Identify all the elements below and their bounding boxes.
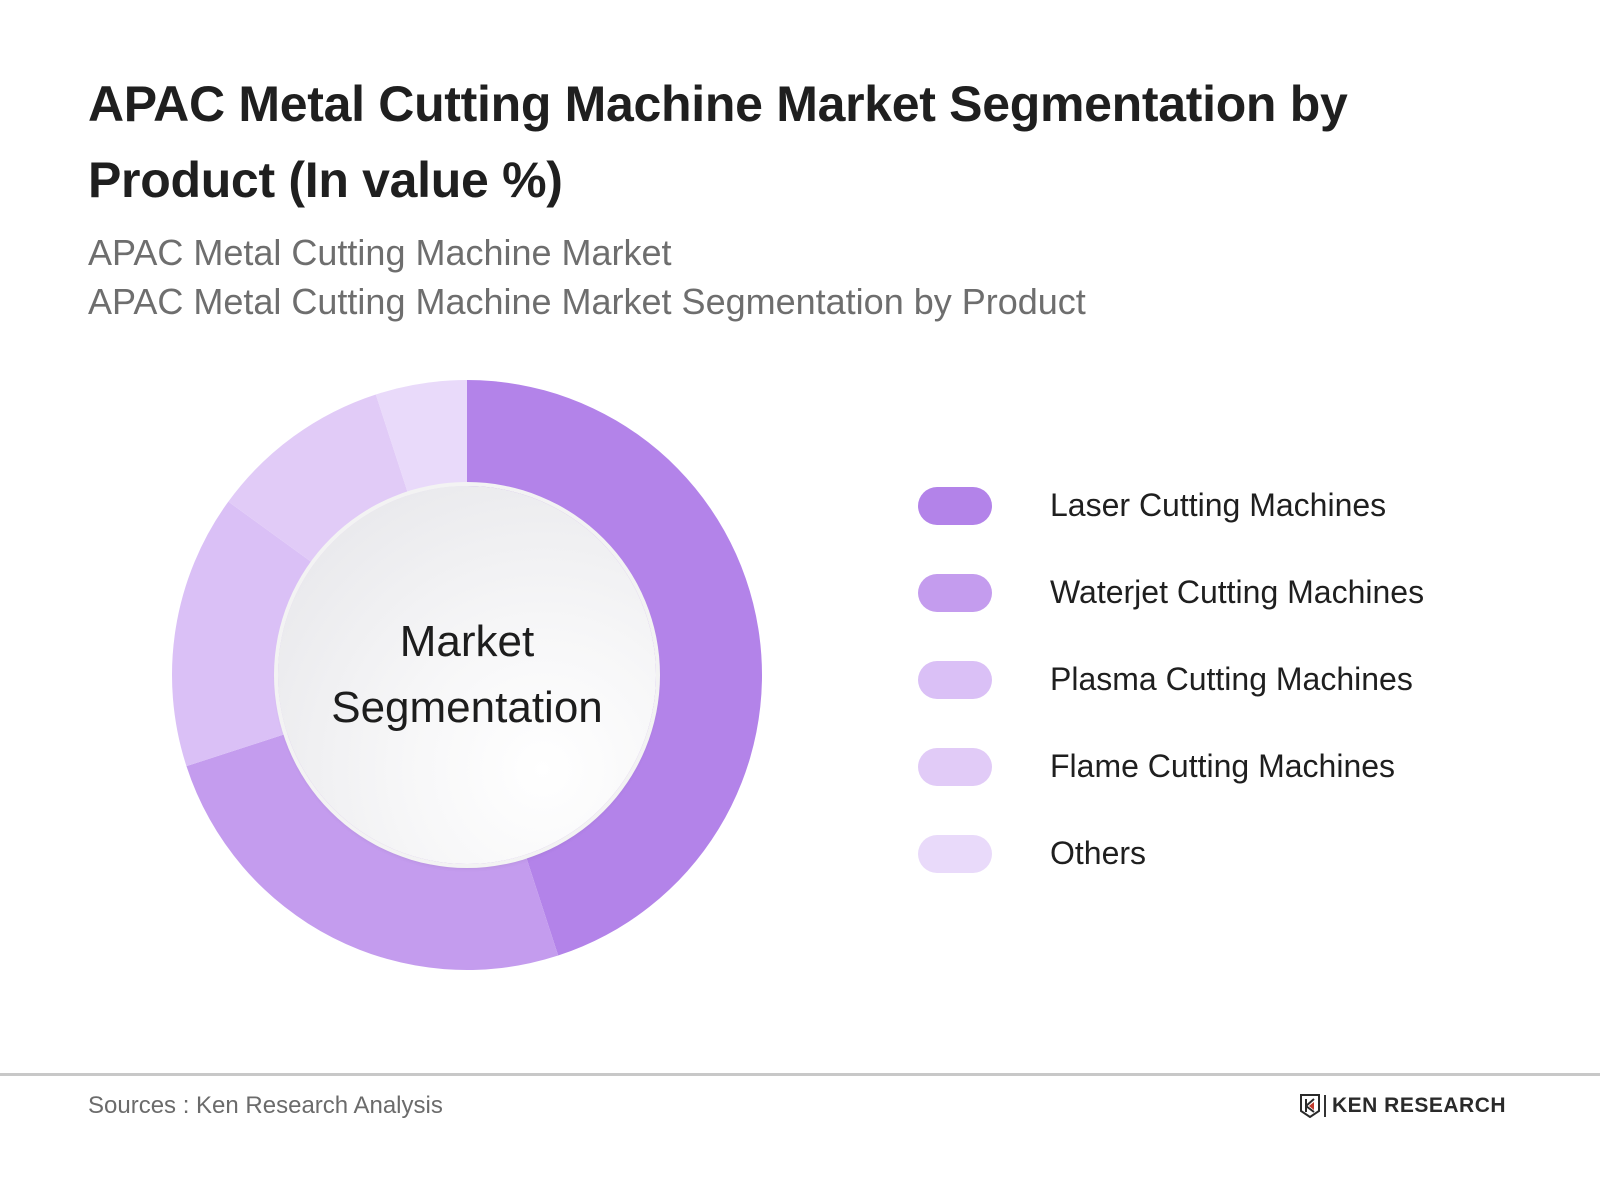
chart-legend: Laser Cutting Machines Waterjet Cutting … [918,462,1424,897]
legend-label-flame: Flame Cutting Machines [1050,748,1396,784]
donut-center: Market Segmentation [278,486,656,864]
legend-item-waterjet: Waterjet Cutting Machines [918,549,1424,636]
donut-slice-laser [467,380,762,956]
legend-item-others: Others [918,810,1424,897]
legend-label-laser: Laser Cutting Machines [1050,487,1387,523]
ken-research-logo-icon [1300,1094,1320,1118]
legend-item-plasma: Plasma Cutting Machines [918,636,1424,723]
donut-slice-others [375,380,467,500]
legend-label-waterjet: Waterjet Cutting Machines [1050,574,1425,610]
footer-divider [0,1073,1600,1076]
donut-slice-waterjet [186,732,559,970]
donut-chart: Market Segmentation [170,378,764,972]
logo-separator [1324,1095,1326,1117]
center-label-line-1: Market [399,617,535,666]
donut-slice-flame [228,394,410,567]
source-note: Sources : Ken Research Analysis [88,1092,443,1119]
logo-text: KEN RESEARCH [1332,1094,1507,1117]
chart-title: APAC Metal Cutting Machine Market Segmen… [88,76,1348,208]
legend-item-laser: Laser Cutting Machines [918,462,1424,549]
legend-label-plasma: Plasma Cutting Machines [1050,661,1413,697]
legend-label-others: Others [1050,835,1147,871]
center-label-line-2: Segmentation [331,683,603,732]
legend-swatch-plasma [918,660,992,699]
chart-subtitle-segmentation: APAC Metal Cutting Machine Market Segmen… [88,281,1086,322]
legend-swatch-waterjet [918,573,992,612]
ken-research-logo: KEN RESEARCH [1300,1094,1506,1118]
legend-swatch-laser [918,486,992,525]
legend-item-flame: Flame Cutting Machines [918,723,1424,810]
legend-swatch-flame [918,747,992,786]
legend-swatch-others [918,834,992,873]
chart-subtitle-market: APAC Metal Cutting Machine Market [88,232,672,273]
